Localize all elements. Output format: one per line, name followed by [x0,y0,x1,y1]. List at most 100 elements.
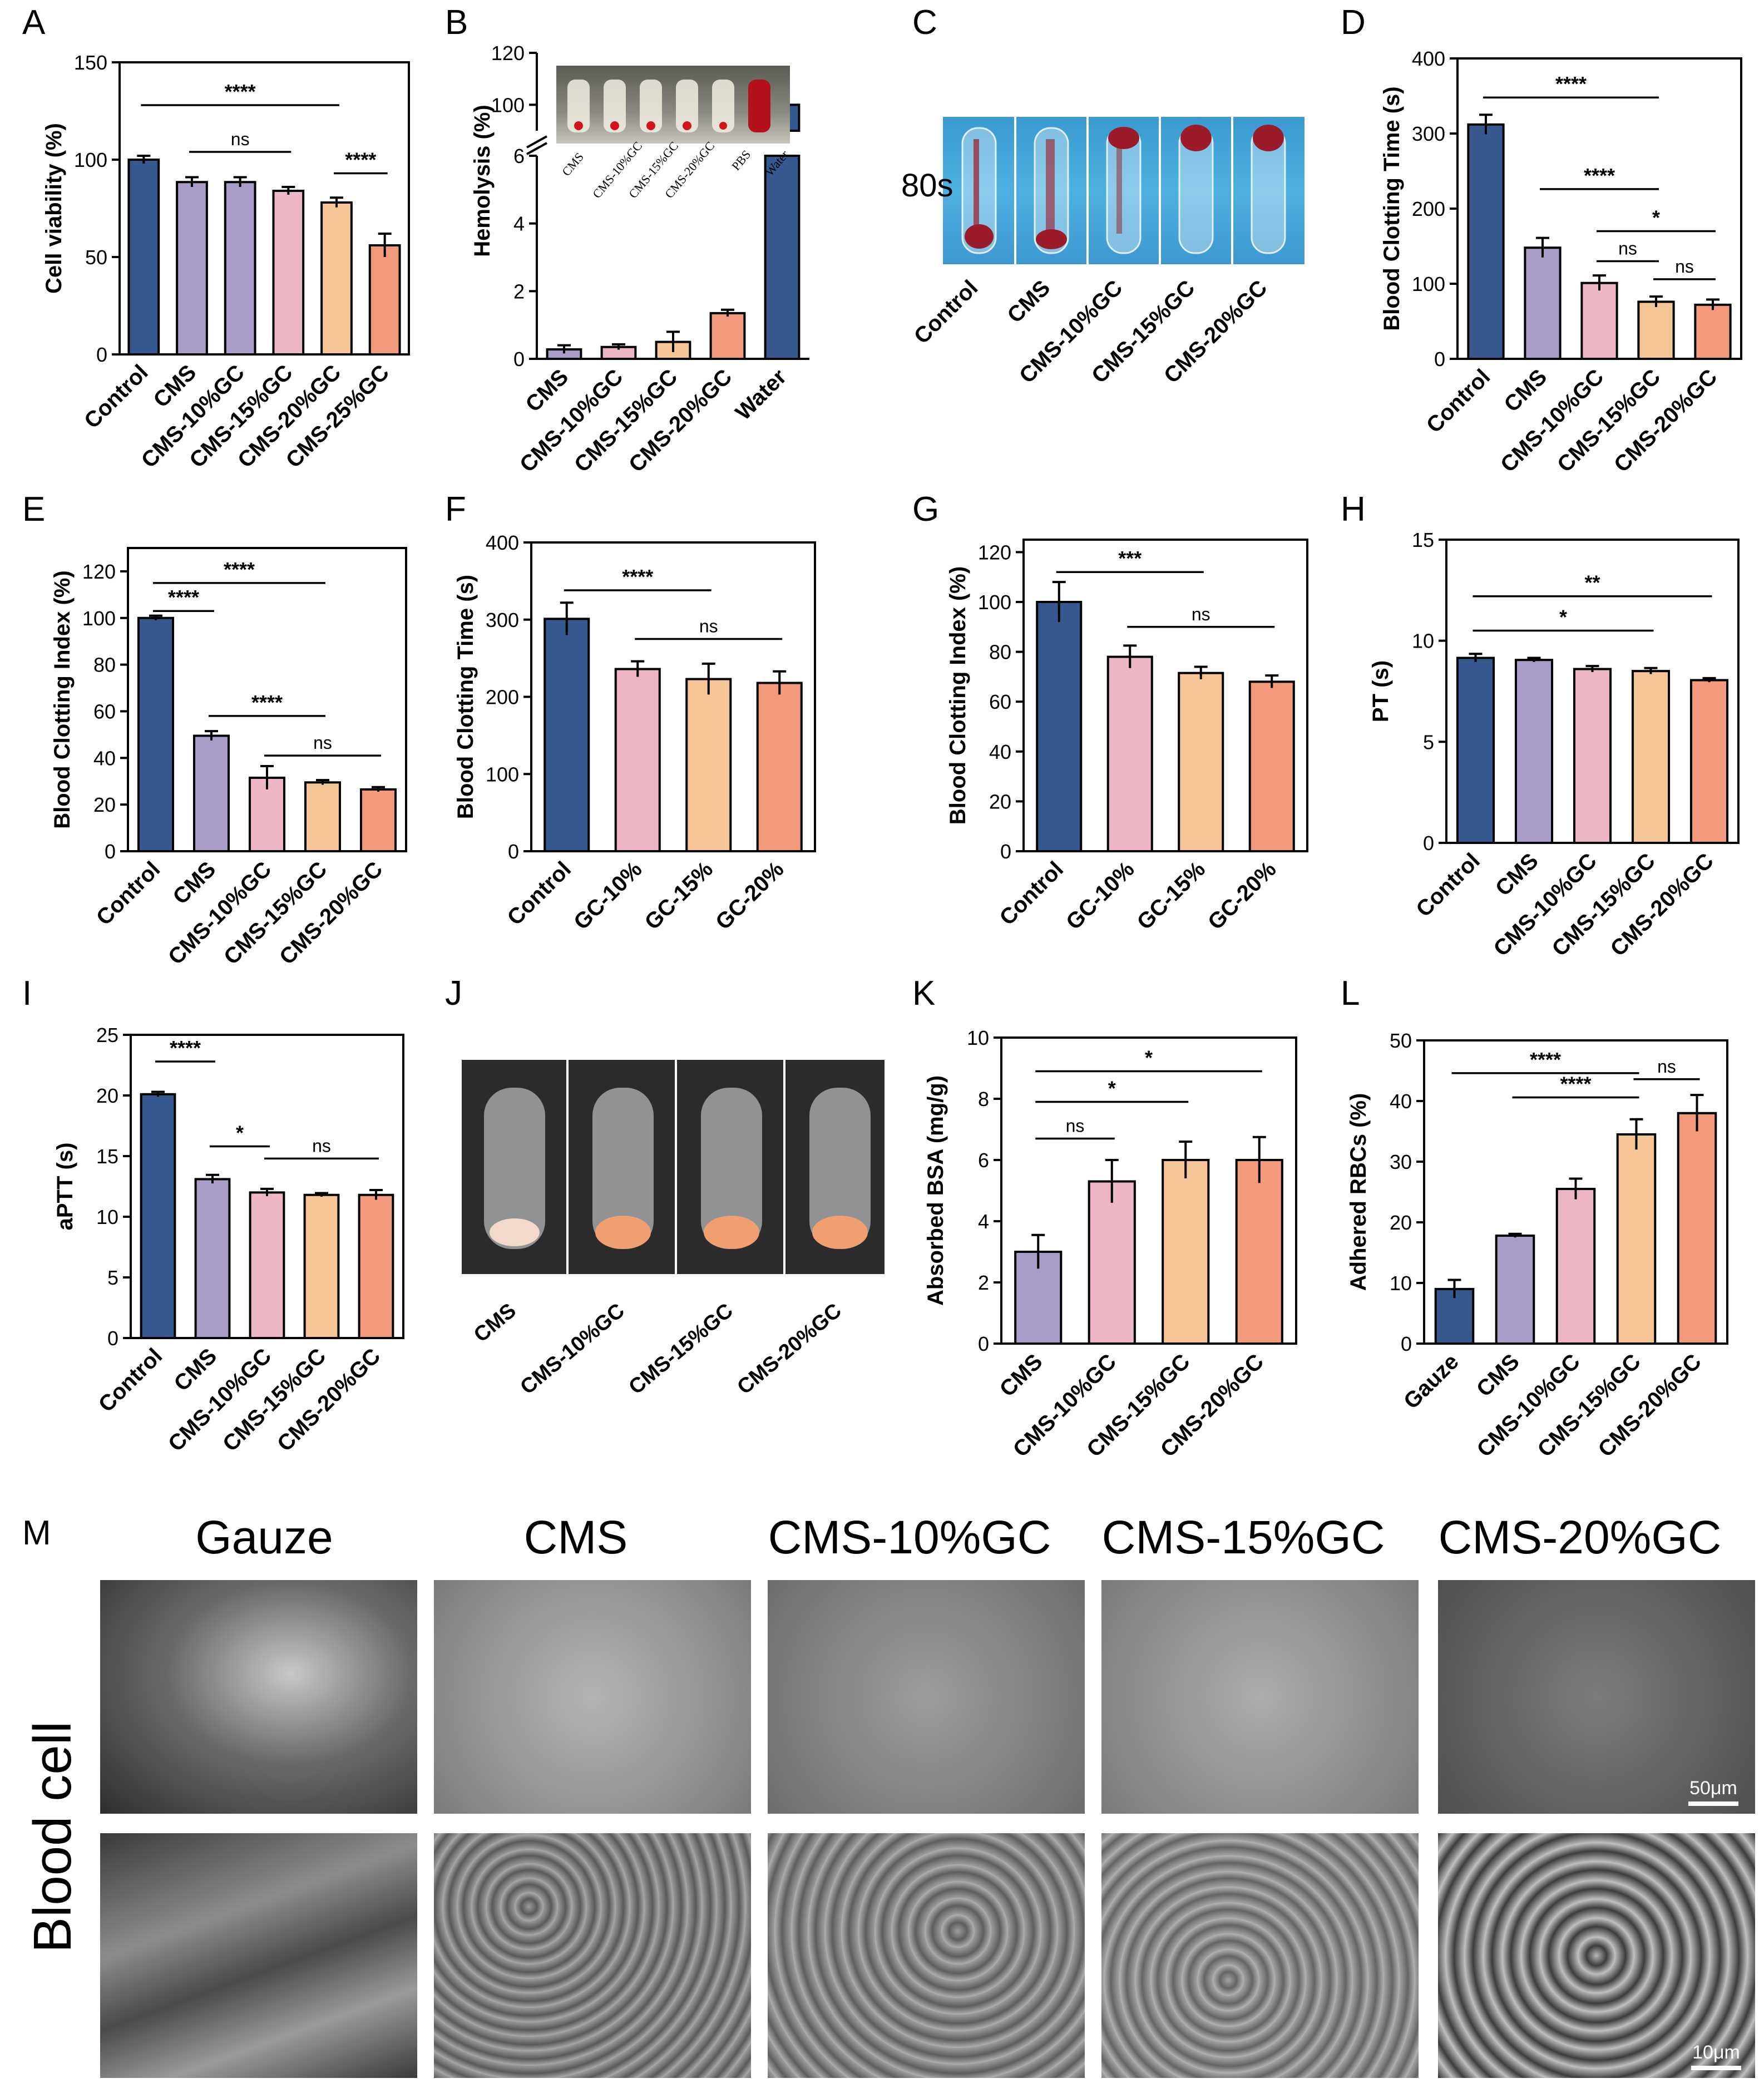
hemolysis-tubes-inset [556,66,790,144]
hemolysis-tubes-illustration [567,80,770,132]
significance-label-d: ns [1618,239,1637,259]
y-tick-label-l: 10 [1390,1272,1412,1295]
x-tick-label-h: Control [1411,848,1485,922]
sem-title-cms-15: CMS-15%GC [1101,1511,1385,1563]
y-tick-label-h: 15 [1412,529,1434,551]
y-tick-label-i: 10 [96,1206,118,1228]
bar-l [1677,1112,1717,1345]
y-tick-label-i: 20 [96,1084,118,1107]
x-tick-label-e: CMS [168,857,220,909]
y-tick-label-e: 120 [82,560,116,583]
x-tick-label-f: GC-10% [569,857,647,935]
x-tick-label-l: CMS-20%GC [1593,1349,1706,1462]
bar-k [1162,1159,1210,1345]
x-tick-label-d: CMS [1499,364,1551,417]
y-axis-label-f: Blood Clotting Time (s) [453,575,478,819]
bar-e [360,788,397,852]
y-tick-label-e: 0 [105,840,116,863]
y-tick-label-f: 100 [486,763,519,786]
x-tick-label-g: Control [995,857,1068,930]
y-tick-label-l: 30 [1390,1151,1412,1173]
y-tick-label-b: 6 [513,145,525,167]
sem-cms10-high [768,1833,1085,2078]
x-tick-label-d: CMS-20%GC [1609,364,1722,477]
significance-label-h: ** [1584,571,1600,594]
x-tick-label-f: Control [502,857,576,930]
y-axis-label-i: aPTT (s) [53,1143,77,1231]
bar-f [543,618,590,853]
bsa-tubes-photo [462,1060,885,1274]
x-tick-label-l: CMS [1472,1349,1524,1401]
x-tick-label-h: CMS-15%GC [1547,848,1659,961]
bar-i [194,1178,231,1339]
bar-g [1036,601,1083,852]
bar-a [127,159,160,356]
significance-label-d: **** [1584,164,1615,187]
bar-b [764,155,801,360]
panel-label-i: I [22,974,32,1013]
y-tick-label-l: 0 [1401,1332,1412,1355]
photo-label-j: CMS-10%GC [516,1299,629,1399]
x-tick-label-l: CMS-15%GC [1533,1349,1645,1462]
x-tick-label-l: CMS-10%GC [1472,1349,1584,1462]
bar-e [137,616,174,853]
y-tick-label-d: 200 [1412,198,1445,220]
y-tick-label-i: 15 [96,1145,118,1168]
x-tick-label-d: Control [1422,364,1495,438]
bar-h [1631,670,1671,844]
y-tick-label-k: 8 [978,1088,989,1110]
significance-label-l: ns [1657,1057,1676,1077]
panel-label-d: D [1341,3,1366,42]
significance-label-d: **** [1555,72,1587,95]
significance-label-e: **** [251,691,283,714]
y-tick-label-f: 400 [486,531,519,554]
photo-label-j: CMS-20%GC [733,1299,846,1399]
significance-label-g: ns [1192,604,1210,624]
y-axis-label-a: Cell viability (%) [42,123,66,294]
y-tick-label-h: 0 [1423,832,1434,855]
bar-f [756,682,803,853]
sem-title-cms-20: CMS-20%GC [1438,1511,1722,1563]
axis-break-b [526,135,547,149]
y-tick-label-f: 300 [486,609,519,631]
bar-f [614,668,661,853]
panel-label-c: C [912,3,937,42]
bar-d [1637,300,1675,361]
y-tick-label-d: 300 [1412,122,1445,145]
y-axis-label-e: Blood Clotting Index (%) [50,570,75,828]
y-tick-label-e: 60 [93,700,116,723]
y-tick-label-h: 10 [1412,630,1434,653]
y-tick-label-l: 40 [1390,1090,1412,1113]
y-tick-label-a: 100 [74,149,107,171]
y-axis-label-l: Adhered RBCs (%) [1346,1093,1371,1291]
plot-frame-k [1000,1036,1297,1345]
sem-cms10-low [768,1580,1085,1814]
significance-label-l: **** [1530,1048,1561,1071]
bar-a [224,181,256,356]
x-tick-label-g: GC-15% [1133,857,1210,935]
sem-row-label: Blood cell [23,1721,82,1953]
significance-label-d: ns [1675,256,1694,277]
panel-label-j: J [445,974,462,1013]
bar-i [249,1191,285,1339]
x-tick-label-h: CMS-10%GC [1489,848,1601,961]
axis-break-b [526,142,547,155]
panel-label-g: G [912,490,940,529]
bar-g [1178,672,1224,853]
y-tick-label-d: 100 [1412,273,1445,295]
panel-label-h: H [1341,490,1366,529]
bar-d [1694,303,1732,360]
panel-label-a: A [22,3,46,42]
bar-b [709,312,746,360]
y-tick-label-l: 50 [1390,1029,1412,1052]
sem-cms-low [434,1580,751,1814]
bar-h [1514,659,1554,845]
panel-label-l: L [1341,974,1360,1013]
bar-e [304,781,341,852]
bar-i [303,1193,340,1339]
x-tick-label-f: GC-15% [640,857,718,935]
scale-bar-10um: 10μm [1686,2042,1747,2070]
bar-l [1616,1133,1657,1345]
y-tick-label-f: 0 [508,840,519,863]
y-tick-label-b: 4 [513,213,525,235]
